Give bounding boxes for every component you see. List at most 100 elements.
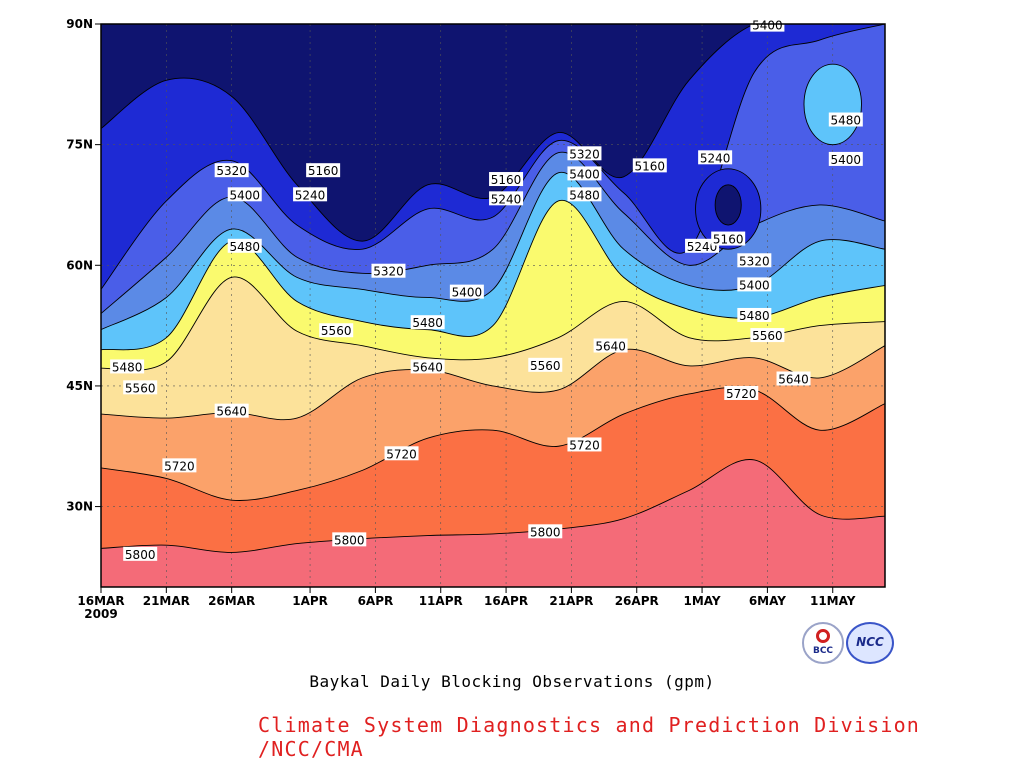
contour-label-text: 5480 (229, 240, 260, 254)
contour-label-2: 5800 (528, 524, 563, 539)
contour-label-text: 5160 (635, 159, 666, 173)
credit-line: Climate System Diagnostics and Predictio… (258, 713, 921, 761)
x-tick-label: 16APR (484, 594, 528, 608)
y-tick-label: 90N (66, 17, 93, 31)
contour-label-4: 5720 (384, 446, 419, 461)
contour-label-11: 5560 (123, 380, 158, 395)
contour-label-text: 5400 (752, 19, 783, 33)
contour-label-38: 5160 (711, 231, 746, 247)
contour-label-text: 5800 (125, 548, 156, 562)
contour-label-text: 5800 (530, 525, 561, 539)
contour-label-text: 5480 (112, 360, 143, 374)
contour-label-text: 5640 (595, 340, 626, 354)
contour-label-text: 5320 (739, 254, 770, 268)
contour-label-36: 5160 (489, 172, 524, 187)
contour-label-text: 5480 (569, 188, 600, 202)
contour-line-5800 (101, 459, 885, 553)
contour-label-33: 5240 (698, 150, 733, 165)
bcc-logo-icon: BCC (802, 622, 844, 664)
contour-label-32: 5240 (489, 191, 524, 206)
x-tick-label: 11MAY (810, 594, 856, 608)
contour-label-9: 5640 (593, 338, 628, 354)
contour-label-text: 5480 (831, 114, 862, 128)
contour-label-text: 5160 (713, 233, 744, 247)
contour-label-31: 5240 (293, 187, 328, 202)
contour-label-24: 5400 (737, 277, 772, 292)
contour-label-34: 5240 (685, 238, 720, 254)
contour-label-text: 5400 (569, 167, 600, 181)
contour-label-text: 5240 (295, 188, 326, 202)
contour-label-text: 5160 (491, 173, 522, 187)
x-tick-label: 26APR (615, 594, 659, 608)
contour-label-5: 5720 (567, 437, 602, 452)
x-tick-label: 11APR (419, 594, 463, 608)
contour-label-text: 5560 (530, 359, 561, 373)
contour-label-8: 5640 (410, 359, 445, 374)
contour-label-37: 5160 (632, 158, 667, 173)
x-tick-label: 1APR (292, 594, 328, 608)
contour-label-text: 5320 (569, 147, 600, 161)
y-tick-label: 60N (66, 258, 93, 272)
contour-label-7: 5640 (214, 403, 249, 419)
contour-label-3: 5720 (162, 458, 197, 473)
x-tick-label: 21APR (549, 594, 593, 608)
contour-label-text: 5400 (739, 278, 770, 292)
contour-label-10: 5640 (776, 371, 811, 386)
contour-label-23: 5400 (567, 166, 602, 181)
contour-label-29: 5320 (567, 146, 602, 161)
contour-label-text: 5560 (752, 329, 783, 343)
closed-high-0 (803, 63, 862, 146)
contour-label-22: 5400 (449, 284, 484, 300)
x-tick-label: 2009 (84, 607, 117, 621)
chart-caption: Baykal Daily Blocking Observations (gpm) (309, 672, 715, 691)
contour-label-0: 5800 (123, 546, 158, 562)
contour-label-1: 5800 (332, 532, 367, 547)
x-tick-label: 1MAY (684, 594, 721, 608)
contour-label-text: 5640 (412, 360, 443, 374)
contour-label-14: 5560 (750, 328, 785, 343)
contour-label-6: 5720 (724, 385, 759, 401)
contour-label-text: 5720 (569, 438, 600, 452)
contour-label-35: 5160 (306, 163, 341, 178)
contour-label-text: 5400 (229, 188, 260, 202)
x-tick-label: 16MAR (77, 594, 124, 608)
contour-label-text: 5720 (386, 447, 417, 461)
x-tick-label: 6MAY (749, 594, 786, 608)
ncc-logo-icon: NCC (846, 622, 894, 664)
plot-frame (100, 23, 886, 588)
x-tick-label: 21MAR (143, 594, 190, 608)
contour-label-text: 5240 (687, 240, 718, 254)
contour-label-text: 5480 (739, 309, 770, 323)
contour-label-text: 5640 (216, 405, 247, 419)
y-tick-label: 75N (66, 138, 93, 152)
contour-label-text: 5560 (321, 324, 352, 338)
contour-label-13: 5560 (528, 357, 563, 373)
y-tick-label: 45N (66, 379, 93, 393)
contour-label-21: 5400 (227, 187, 262, 202)
contour-label-28: 5320 (371, 263, 406, 279)
contour-label-text: 5240 (491, 192, 522, 206)
contour-label-text: 5320 (373, 265, 404, 279)
contour-label-text: 5240 (700, 151, 731, 165)
x-tick-label: 6APR (358, 594, 394, 608)
contour-label-text: 5720 (164, 459, 195, 473)
contour-label-26: 5400 (828, 151, 863, 167)
contour-label-text: 5160 (308, 164, 339, 178)
contour-label-20: 5480 (828, 112, 863, 128)
contour-label-text: 5480 (412, 316, 443, 330)
contour-fill-layer (101, 24, 885, 587)
contour-label-17: 5480 (410, 315, 445, 330)
y-tick-label: 30N (66, 500, 93, 514)
contour-line-5240 (101, 24, 885, 290)
contour-label-16: 5480 (227, 238, 262, 254)
fill-band-9 (101, 459, 885, 587)
contour-label-18: 5480 (567, 187, 602, 202)
contour-label-text: 5720 (726, 387, 757, 401)
contour-label-15: 5480 (110, 359, 145, 374)
contour-label-text: 5400 (831, 153, 862, 167)
contour-label-25: 5400 (750, 17, 785, 33)
contour-label-text: 5320 (216, 164, 247, 178)
contour-label-text: 5560 (125, 381, 156, 395)
y-axis: 30N 45N 60N 75N 90N (66, 17, 101, 514)
contour-label-text: 5400 (452, 286, 483, 300)
